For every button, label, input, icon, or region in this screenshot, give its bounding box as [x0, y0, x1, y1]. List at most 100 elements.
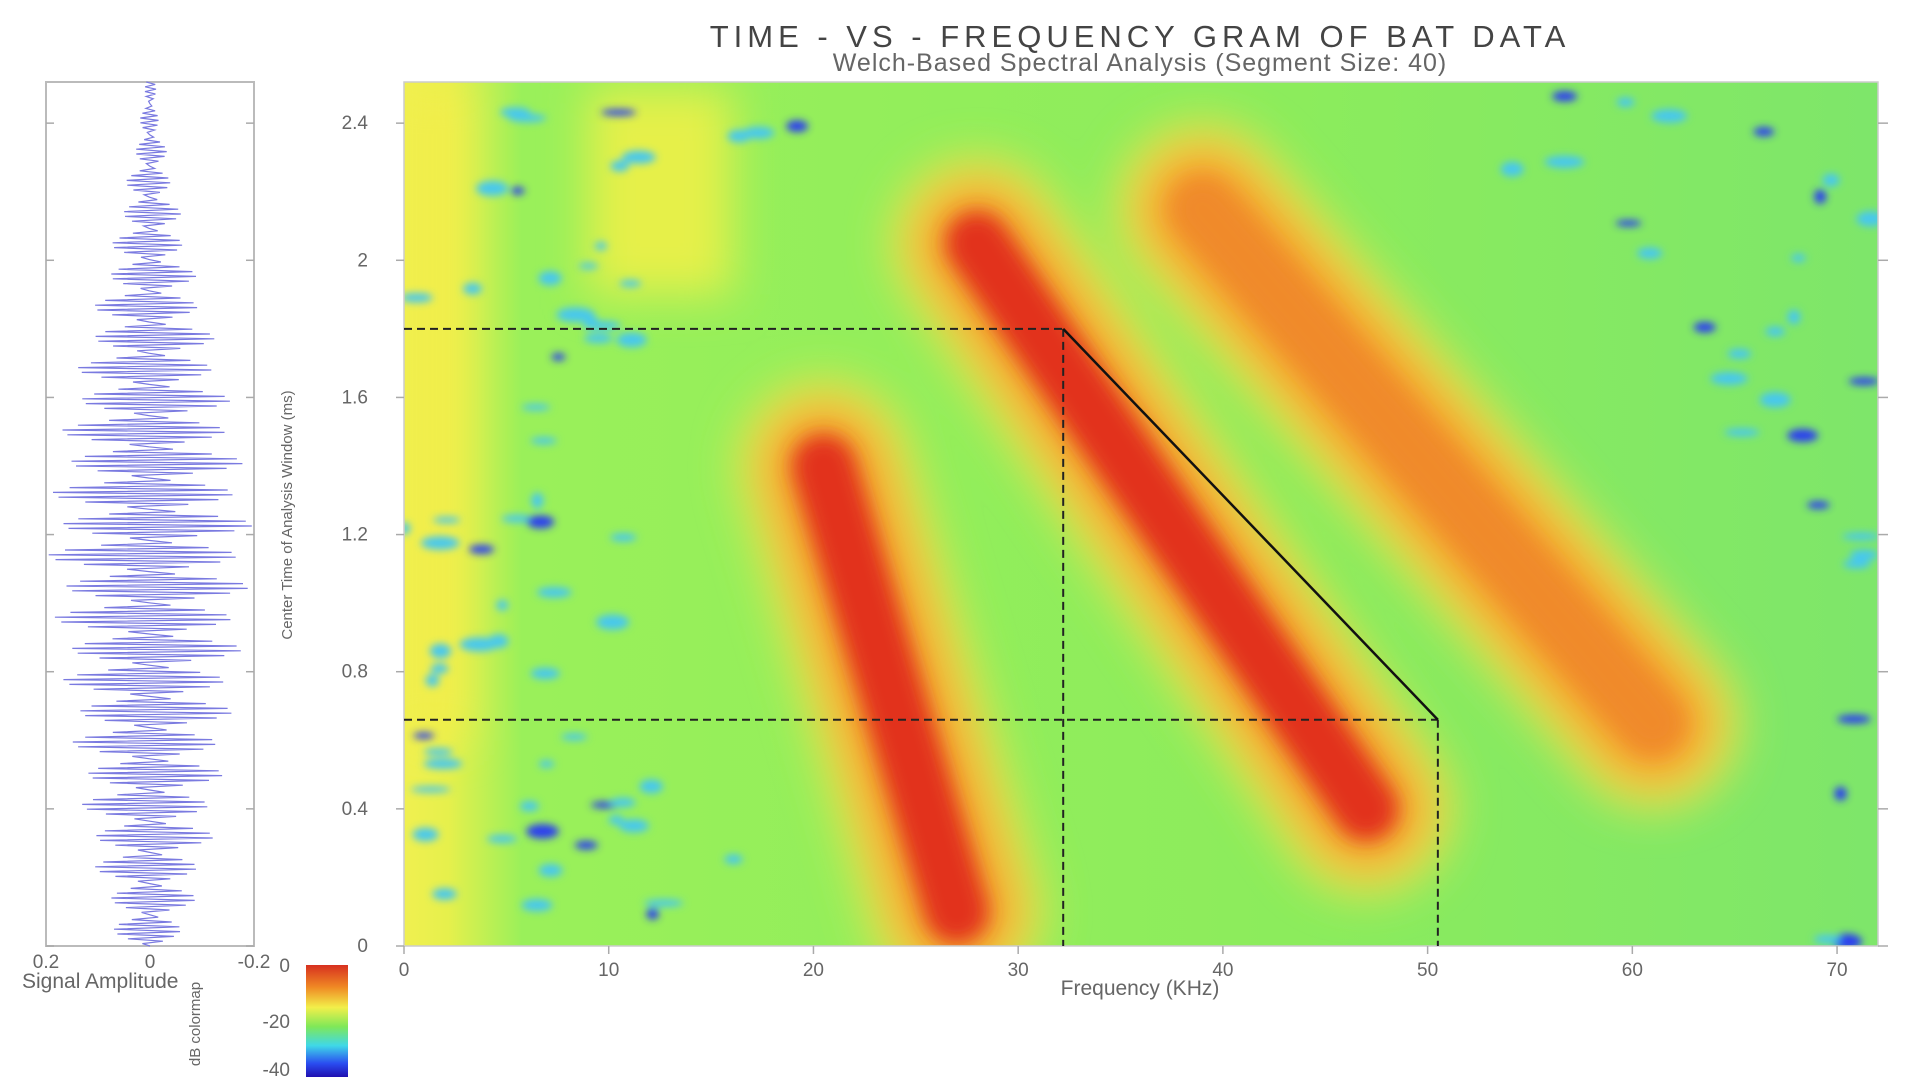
- waveform-x-tick-label: -0.2: [238, 952, 271, 973]
- noise-speckle: [1791, 253, 1806, 263]
- noise-speckle: [574, 840, 598, 850]
- noise-speckle: [508, 113, 547, 123]
- noise-speckle: [1849, 549, 1878, 561]
- colorbar-label: dB colormap: [187, 982, 204, 1066]
- colorbar-tick-label: 0: [279, 956, 290, 977]
- noise-speckle: [1822, 173, 1840, 187]
- chart-title: TIME - VS - FREQUENCY GRAM OF BAT DATA: [710, 19, 1571, 54]
- noise-speckle: [496, 599, 509, 611]
- noise-speckle: [608, 815, 624, 825]
- noise-speckle: [510, 186, 525, 195]
- noise-speckle: [601, 109, 637, 116]
- x-axis-label: Frequency (KHz): [1061, 977, 1220, 1000]
- noise-speckle: [531, 492, 544, 509]
- noise-speckle: [526, 515, 555, 529]
- noise-speckle: [578, 262, 599, 270]
- noise-speckle: [646, 908, 659, 920]
- noise-speckle: [1710, 372, 1748, 385]
- noise-speckle: [594, 242, 607, 251]
- low-freq-band: [404, 82, 466, 741]
- noise-speckle: [410, 786, 451, 793]
- noise-speckle: [610, 533, 637, 542]
- noise-speckle: [476, 180, 509, 197]
- noise-speckle: [610, 797, 636, 808]
- noise-speckle: [521, 404, 551, 411]
- noise-speckle: [1843, 559, 1871, 569]
- waveform-x-tick-label: 0: [145, 952, 156, 973]
- noise-speckle: [1500, 161, 1524, 177]
- heatmap-frame: [403, 81, 1879, 947]
- noise-speckle: [621, 150, 656, 164]
- noise-speckle: [412, 827, 439, 842]
- noise-speckle: [432, 516, 461, 524]
- noise-speckle: [1615, 219, 1642, 227]
- waveform-frame: [45, 81, 255, 947]
- noise-speckle: [1753, 127, 1775, 137]
- noise-speckle: [468, 544, 495, 554]
- noise-speckle: [430, 663, 449, 674]
- noise-speckle: [610, 160, 630, 172]
- x-tick-label: 40: [1212, 960, 1233, 981]
- noise-speckle: [463, 282, 482, 295]
- noise-speckle: [1813, 935, 1841, 944]
- noise-speckle: [583, 333, 613, 344]
- ridge-core: [946, 212, 1398, 840]
- noise-speckle: [530, 667, 560, 680]
- x-tick-label: 50: [1417, 960, 1438, 981]
- waveform-line: [48, 81, 252, 947]
- y-tick-label: 2.4: [342, 113, 369, 134]
- ridge-core: [1171, 177, 1684, 755]
- x-tick-label: 70: [1826, 960, 1847, 981]
- x-tick-label: 20: [803, 960, 824, 981]
- waveform-x-tick-label: 0.2: [33, 952, 59, 973]
- colorbar-tick-label: -20: [263, 1012, 290, 1033]
- noise-speckle: [429, 643, 452, 659]
- noise-speckle: [1765, 326, 1785, 337]
- noise-speckle: [404, 522, 411, 535]
- noise-speckle: [530, 437, 557, 445]
- noise-speckle: [1651, 109, 1688, 123]
- noise-speckle: [786, 120, 809, 133]
- colorbar-gradient: [306, 965, 348, 1077]
- noise-speckle: [1693, 321, 1716, 333]
- y-tick-label: 1.6: [342, 387, 368, 408]
- heatmap-panel: 0 10 20 30 40 50 60 70 0 0.4 0.8 1.2 1.6 2 2.4 Freque…: [279, 81, 1888, 1000]
- noise-speckle: [538, 271, 562, 286]
- noise-speckle: [519, 801, 539, 812]
- noise-speckle: [556, 307, 595, 323]
- noise-speckle: [1724, 428, 1760, 437]
- noise-speckle: [618, 819, 649, 833]
- chart-subtitle: Welch-Based Spectral Analysis (Segment S…: [833, 49, 1447, 77]
- ridge-core: [792, 435, 988, 943]
- y-tick-label: 0.4: [342, 799, 369, 820]
- noise-speckle: [582, 321, 622, 330]
- noise-speckle: [1836, 714, 1871, 724]
- y-tick-label: 1.2: [342, 525, 368, 546]
- noise-speckle: [644, 899, 684, 907]
- noise-speckle: [551, 353, 566, 361]
- noise-speckle: [1637, 247, 1663, 259]
- sweep-line: [1062, 327, 1439, 721]
- noise-speckle: [596, 614, 630, 630]
- noise-speckle: [1616, 97, 1635, 107]
- y-tick-label: 0.8: [342, 662, 368, 683]
- noise-speckle: [1544, 155, 1585, 169]
- colorbar-tick-label: -40: [263, 1060, 290, 1080]
- noise-speckle: [1834, 786, 1847, 801]
- noise-speckle: [526, 824, 559, 839]
- x-tick-label: 30: [1008, 960, 1029, 981]
- x-tick-label: 0: [399, 960, 410, 981]
- noise-speckle: [1552, 91, 1578, 102]
- noise-speckle: [413, 732, 435, 739]
- noise-speckle: [420, 536, 460, 550]
- colorbar: dB colormap 0 -20 -40: [187, 956, 348, 1080]
- noise-speckle: [536, 587, 572, 598]
- noise-speckle: [639, 779, 664, 794]
- noise-speckle: [432, 888, 457, 900]
- noise-speckle: [619, 280, 642, 287]
- noise-speckle: [423, 748, 453, 756]
- noise-speckle: [423, 758, 463, 770]
- noise-speckle: [724, 854, 743, 864]
- noise-speckle: [425, 674, 440, 687]
